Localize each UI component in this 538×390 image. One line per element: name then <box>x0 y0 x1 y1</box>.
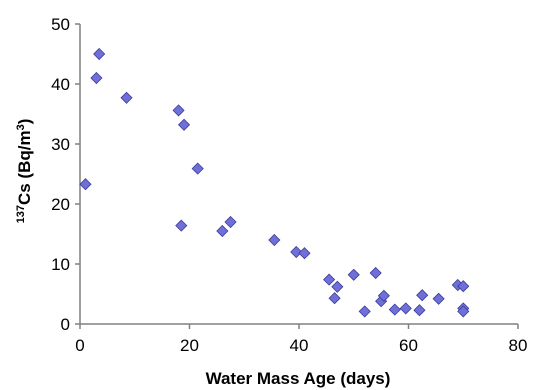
x-tick-group: 0 20 40 60 80 <box>75 324 527 355</box>
data-point <box>413 304 426 317</box>
data-point <box>79 178 92 191</box>
y-axis-title-text: Cs (Bq/m <box>15 130 34 205</box>
y-axis-title-unit-superscript: 3 <box>15 124 27 130</box>
data-point <box>90 71 103 85</box>
data-points <box>79 47 470 318</box>
x-axis-title: Water Mass Age (days) <box>206 369 391 388</box>
data-point <box>120 91 133 104</box>
y-axis-title: 137Cs (Bq/m3) <box>15 119 34 224</box>
y-tick-label: 20 <box>51 195 70 214</box>
y-tick-group: 0 10 20 30 40 50 <box>51 15 80 334</box>
data-point <box>323 273 336 286</box>
data-point <box>191 162 204 175</box>
x-tick-label: 40 <box>290 336 309 355</box>
x-tick-label: 0 <box>75 336 84 355</box>
data-point <box>290 245 303 259</box>
data-point <box>268 233 281 247</box>
y-tick-label: 10 <box>51 255 70 274</box>
x-tick-label: 60 <box>399 336 418 355</box>
data-point <box>224 215 237 229</box>
data-point <box>328 292 341 305</box>
y-tick-label: 30 <box>51 135 70 154</box>
data-point <box>399 302 412 315</box>
data-point <box>216 224 229 238</box>
data-point <box>416 289 429 302</box>
x-tick-label: 20 <box>180 336 199 355</box>
data-point <box>177 118 191 131</box>
data-point <box>388 303 401 316</box>
y-axis-title-close: ) <box>15 119 34 125</box>
axes <box>79 24 518 325</box>
y-tick-label: 50 <box>51 15 70 34</box>
data-point <box>358 305 371 318</box>
x-tick-label: 80 <box>509 336 528 355</box>
data-point <box>331 280 344 293</box>
data-point <box>377 289 390 302</box>
data-point <box>298 247 311 260</box>
data-point <box>432 292 445 305</box>
data-point <box>457 305 470 318</box>
y-tick-label: 40 <box>51 75 70 94</box>
data-point <box>457 280 470 293</box>
data-point <box>93 47 106 61</box>
data-point <box>347 268 360 281</box>
data-point <box>369 266 382 280</box>
data-point <box>172 104 185 117</box>
data-point <box>175 219 188 232</box>
y-axis-title-isotope-superscript: 137 <box>15 205 27 223</box>
y-tick-label: 0 <box>61 315 70 334</box>
